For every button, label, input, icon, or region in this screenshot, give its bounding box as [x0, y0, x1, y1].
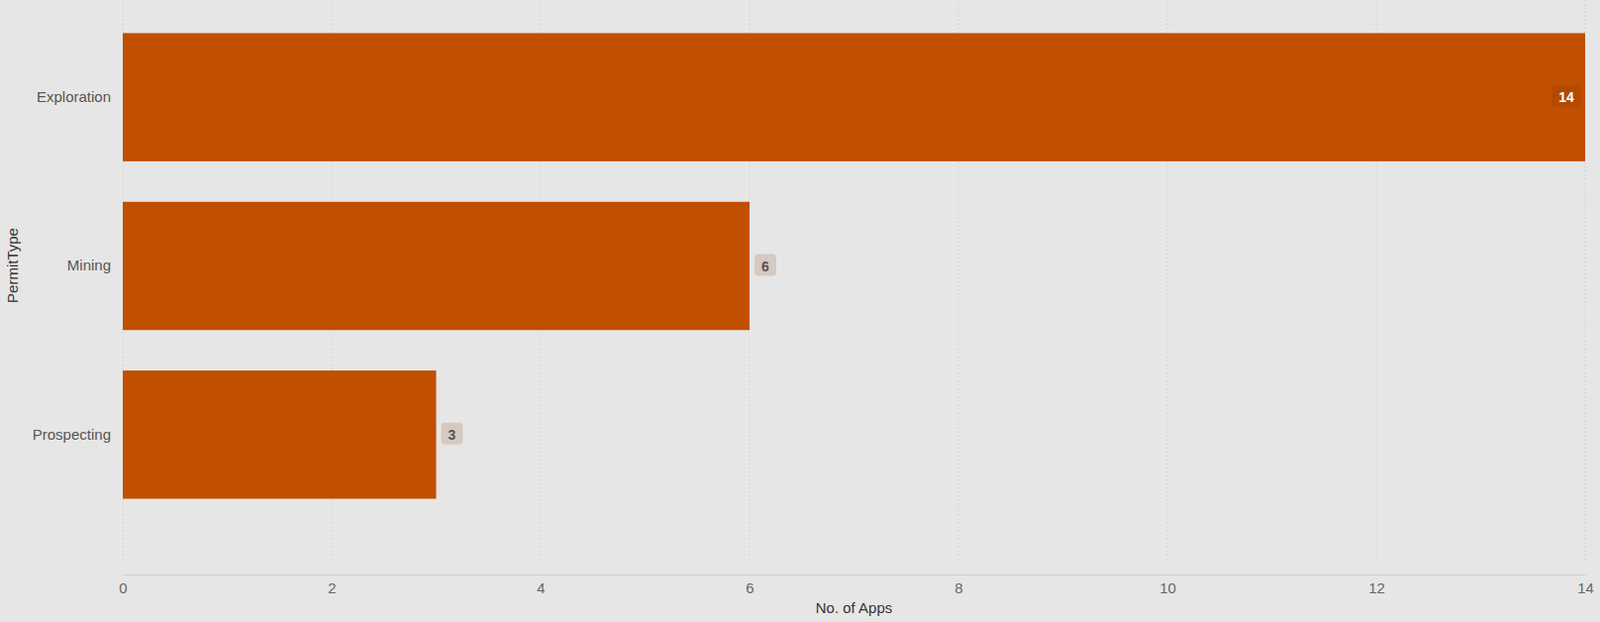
chart: 0 2 4 6 8 10 12 14 Exploration Mining Prospecting N…: [0, 0, 1600, 622]
data-label-box: [754, 254, 777, 277]
tick: 0: [118, 574, 127, 597]
data-label: 6: [761, 258, 770, 275]
bar: [122, 32, 1586, 161]
x-axis: 0 2 4 6 8 10 12 14: [118, 574, 1595, 597]
data-label: 3: [448, 426, 457, 443]
tick: 8: [954, 574, 963, 597]
tick-label: Mining: [67, 256, 111, 274]
y-axis-title: PermitType: [3, 227, 21, 303]
data-label: 14: [1558, 89, 1575, 105]
tick-label: 10: [1159, 579, 1177, 597]
axis-line: [123, 574, 1587, 576]
tick: 4: [536, 574, 545, 597]
tick-label: 12: [1368, 579, 1386, 597]
axis-line: [122, 13, 124, 520]
tick-label: Exploration: [36, 88, 111, 105]
tick: 10: [1159, 574, 1177, 597]
tick-label: 0: [118, 579, 127, 597]
tick-label: 14: [1577, 579, 1595, 597]
tick-label: 2: [327, 579, 336, 597]
tick-label: Prospecting: [32, 425, 111, 443]
data-labels: 14 6 3: [441, 85, 1583, 445]
tick: Prospecting: [32, 425, 123, 443]
background: [0, 0, 1600, 622]
tick-label: 4: [536, 579, 545, 597]
tick: 6: [745, 574, 754, 597]
grid: [122, 0, 1586, 565]
y-axis: Exploration Mining Prospecting: [32, 13, 124, 520]
bar: [122, 201, 750, 330]
tick-label: 8: [954, 579, 963, 597]
tick: 2: [327, 574, 336, 597]
tick: 14: [1577, 574, 1595, 597]
data-label-box: [1551, 85, 1582, 107]
bar: [122, 370, 437, 499]
x-axis-title: No. of Apps: [815, 599, 894, 616]
tick: Exploration: [36, 88, 123, 105]
data-label-box: [441, 422, 464, 445]
tick-label: 6: [745, 579, 754, 597]
tick: 12: [1368, 574, 1386, 597]
bars: [122, 32, 1586, 499]
tick: Mining: [67, 256, 123, 274]
